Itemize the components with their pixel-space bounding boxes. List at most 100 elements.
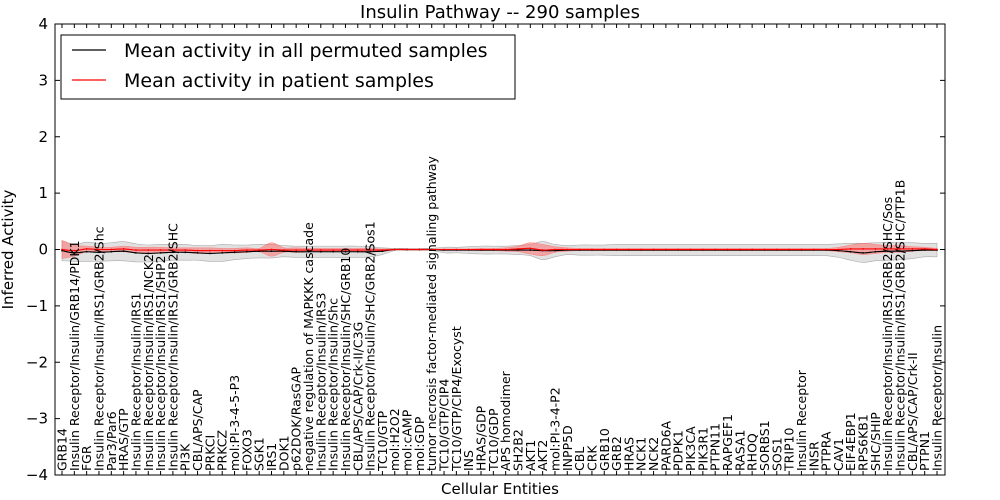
series-points-1 xyxy=(61,247,938,252)
y-tick-label: 1 xyxy=(38,184,48,202)
x-tick-label: TC10/GDP xyxy=(486,408,501,472)
data-point xyxy=(356,250,359,253)
x-tick-label: PI3K xyxy=(178,443,193,471)
data-point xyxy=(369,250,371,253)
data-point xyxy=(763,248,766,251)
data-point xyxy=(270,250,273,253)
data-point xyxy=(61,248,63,251)
x-tick-label: p62DOK/RasGAP xyxy=(289,366,304,471)
data-point xyxy=(184,251,187,254)
x-tick-label: tumor necrosis factor-mediated signaling… xyxy=(424,155,439,471)
data-point xyxy=(591,248,593,251)
x-tick-label: PRKCI xyxy=(202,435,217,471)
x-tick-label: mol:GDP xyxy=(412,416,427,471)
data-point xyxy=(172,251,174,254)
x-tick-label: SOS1 xyxy=(769,437,784,471)
data-point xyxy=(172,249,174,251)
x-tick-label: FOXO3 xyxy=(239,429,254,471)
x-tick-label: IRS1 xyxy=(264,443,279,471)
data-point xyxy=(936,248,938,251)
x-tick-label: APS homodimer xyxy=(498,370,513,471)
legend-box xyxy=(60,34,516,100)
x-tick-label: PTPN11 xyxy=(708,423,723,471)
x-tick-label: negative regulation of MAPKKK cascade xyxy=(301,222,316,471)
x-tick-label: TC10/GTP/CIP4 xyxy=(437,379,452,472)
data-point xyxy=(554,248,556,251)
data-point xyxy=(455,248,458,251)
data-point xyxy=(98,251,100,254)
y-tick-label: −1 xyxy=(26,297,48,315)
data-point xyxy=(566,248,569,251)
x-tick-label: HRAS xyxy=(621,437,636,471)
data-point xyxy=(406,248,408,251)
x-tick-label: FGR xyxy=(79,445,94,471)
x-tick-label: AKT2 xyxy=(535,440,550,471)
data-point xyxy=(480,248,482,251)
data-point xyxy=(184,249,187,251)
x-tick-label: Insulin Receptor/Insulin/IRS1/GRB2/SHC xyxy=(165,223,180,471)
x-tick-label: DOK1 xyxy=(276,435,291,471)
data-point xyxy=(221,251,224,254)
data-point xyxy=(812,248,815,251)
data-point xyxy=(467,248,470,251)
x-tick-label: mol:cAMP xyxy=(400,409,415,471)
data-point xyxy=(849,250,852,253)
data-point xyxy=(245,249,248,251)
x-tick-label: NCK1 xyxy=(634,437,649,471)
x-tick-label: CAV1 xyxy=(831,438,846,471)
legend-label-permuted: Mean activity in all permuted samples xyxy=(124,40,487,62)
x-tick-label: Insulin Receptor/Insulin xyxy=(930,325,945,471)
data-point xyxy=(196,249,199,252)
x-tick-label: RASA1 xyxy=(732,430,747,471)
data-point xyxy=(135,251,137,254)
data-point xyxy=(319,249,322,251)
x-tick-label: RPS6KB1 xyxy=(856,414,871,471)
x-tick-label: CBL/APS/CAP/Crk-II xyxy=(905,352,920,471)
data-point xyxy=(258,249,261,251)
x-tick-label: Par3/Par6 xyxy=(104,411,119,471)
data-point xyxy=(208,252,211,255)
x-tick-label: Insulin Receptor/Insulin/IRS3 xyxy=(313,293,328,471)
x-tick-label: SORBS1 xyxy=(757,420,772,471)
data-point xyxy=(874,250,877,253)
data-point xyxy=(689,248,692,251)
data-point xyxy=(147,249,150,251)
data-point xyxy=(664,248,667,251)
data-point xyxy=(233,251,236,254)
x-tick-label: TC10/GTP xyxy=(375,410,390,472)
data-point xyxy=(862,251,864,254)
x-tick-label: Insulin Receptor/Insulin/SHC/GRB2/Sos1 xyxy=(363,221,378,471)
data-point xyxy=(122,250,125,253)
data-point xyxy=(369,249,371,251)
x-tick-label: Insulin Receptor xyxy=(794,369,809,471)
data-point xyxy=(159,251,162,254)
data-point xyxy=(677,248,680,251)
data-point xyxy=(122,248,125,250)
data-point xyxy=(578,248,581,251)
x-tick-label: Insulin Receptor/Insulin/IRS1/NCK2 xyxy=(141,254,156,471)
data-point xyxy=(726,248,729,251)
data-point xyxy=(529,249,532,251)
data-point xyxy=(615,248,618,251)
x-tick-label: PTPRA xyxy=(819,431,834,471)
data-point xyxy=(886,250,889,253)
x-tick-label: GRB10 xyxy=(597,428,612,471)
y-tick-label: −2 xyxy=(26,353,48,371)
x-tick-label: SH2B2 xyxy=(510,429,525,471)
data-point xyxy=(541,249,544,251)
data-point xyxy=(738,248,741,251)
data-point xyxy=(825,248,827,251)
data-point xyxy=(640,248,643,251)
data-point xyxy=(135,249,137,251)
data-point xyxy=(307,249,310,251)
x-tick-label: PIK3CA xyxy=(683,426,698,471)
x-tick-label: Insulin Receptor/Insulin/IRS1/SHP2 xyxy=(153,255,168,471)
data-point xyxy=(344,250,347,253)
x-tick-label: TRIP10 xyxy=(782,428,797,472)
data-point xyxy=(443,248,445,251)
data-point xyxy=(886,248,889,250)
x-tick-label: PTPN1 xyxy=(917,431,932,471)
legend-label-patient: Mean activity in patient samples xyxy=(124,70,434,92)
data-point xyxy=(652,248,655,251)
